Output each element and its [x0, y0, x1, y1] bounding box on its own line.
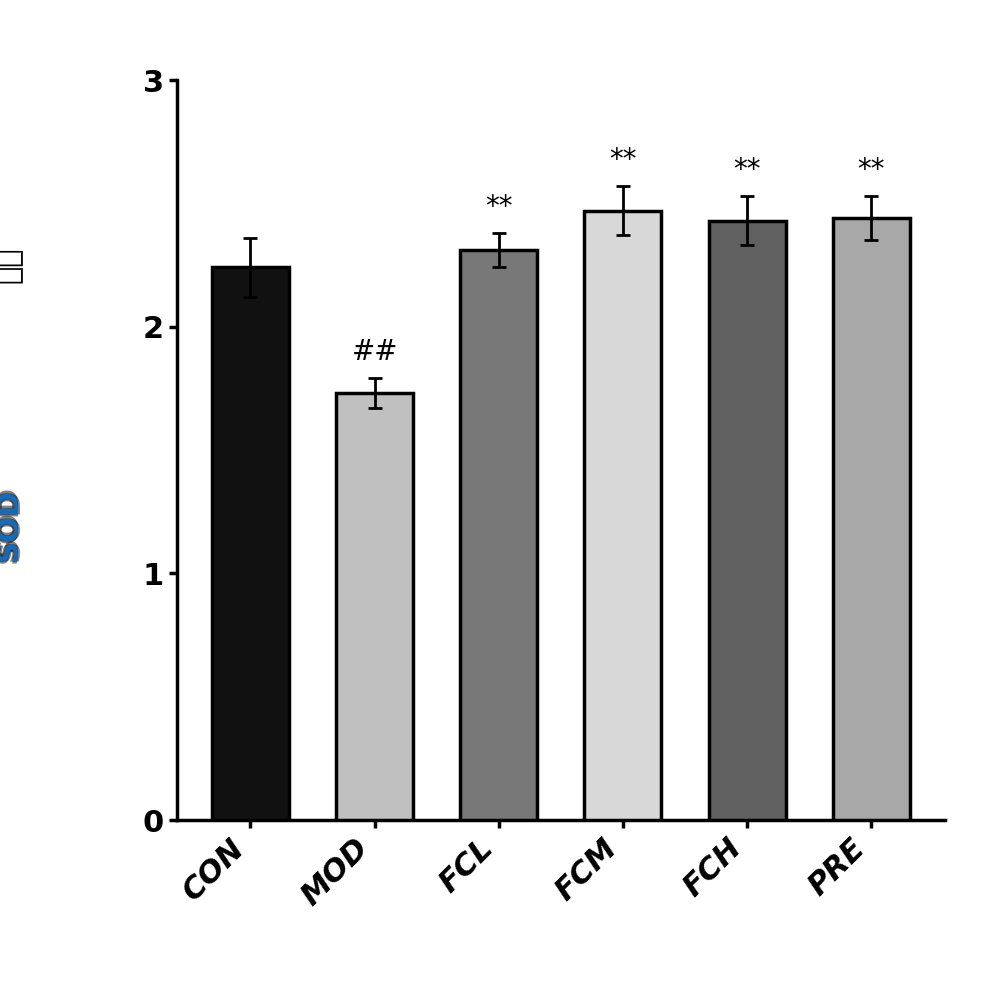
- Text: 含量: 含量: [0, 247, 23, 283]
- Bar: [212, 267, 289, 820]
- Text: SOD: SOD: [0, 487, 23, 561]
- Bar: [584, 211, 661, 820]
- Text: SOD: SOD: [0, 490, 23, 563]
- Bar: [461, 250, 537, 820]
- Text: SOD: SOD: [0, 487, 25, 561]
- Text: ##: ##: [351, 338, 398, 366]
- Text: **: **: [857, 156, 885, 184]
- Text: **: **: [609, 146, 637, 174]
- Text: **: **: [733, 156, 761, 184]
- Bar: [832, 218, 910, 820]
- Bar: [337, 393, 413, 820]
- Text: SOD: SOD: [0, 485, 23, 558]
- Text: SOD: SOD: [0, 487, 21, 561]
- Bar: [708, 221, 785, 820]
- Text: **: **: [485, 193, 513, 221]
